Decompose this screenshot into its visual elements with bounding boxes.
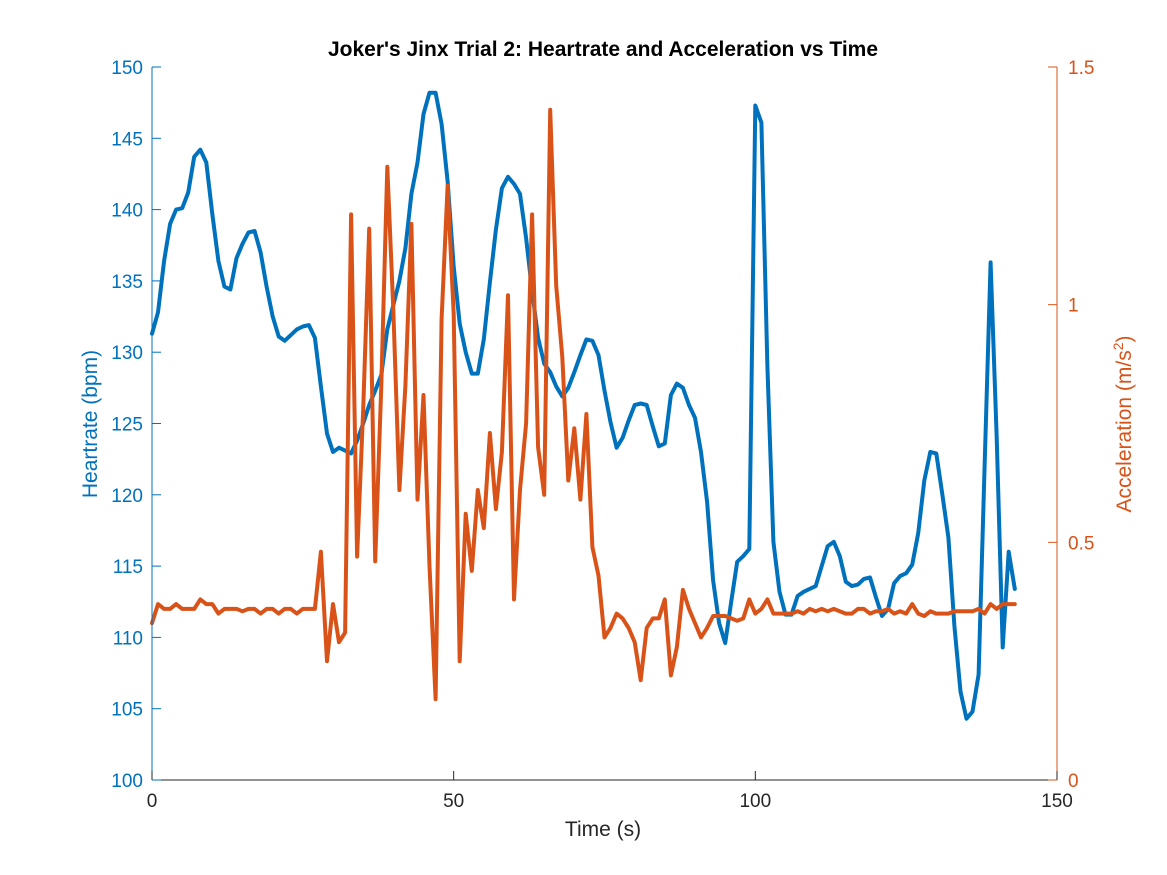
y-left-tick-label: 115 — [113, 557, 143, 578]
y-left-tick-label: 110 — [113, 628, 143, 649]
y-left-tick-label: 120 — [111, 486, 143, 507]
x-tick-label: 50 — [443, 791, 464, 812]
y-left-tick-label: 145 — [111, 129, 143, 150]
y-right-tick-label: 0.5 — [1068, 533, 1094, 554]
acceleration-series-line — [150, 107, 1017, 702]
y-right-tick-label: 1.5 — [1068, 58, 1094, 79]
y-axis-right-label: Acceleration (m/s2) — [1110, 335, 1136, 512]
y-axis-right-label-sup: 2 — [1110, 342, 1126, 350]
axes: 0 50 100 150 100 105 110 115 120 125 130 135 140 145 1… — [111, 58, 1094, 812]
y-right-tick-label: 1 — [1068, 296, 1079, 317]
labels: Joker's Jinx Trial 2: Heartrate and Acce… — [79, 38, 1136, 841]
y-left-tick-label: 150 — [111, 58, 143, 79]
y-right-tick-label: 0 — [1068, 771, 1079, 792]
chart-title: Joker's Jinx Trial 2: Heartrate and Acce… — [328, 38, 878, 61]
y-left-tick-label: 105 — [111, 700, 143, 721]
y-axis-right-label-main: Acceleration (m/s — [1113, 350, 1136, 512]
x-axis-label: Time (s) — [565, 818, 641, 841]
x-tick-label: 100 — [739, 791, 771, 812]
y-axis-left-label: Heartrate (bpm) — [79, 350, 102, 498]
y-left-tick-label: 135 — [111, 272, 143, 293]
y-left-tick-label: 140 — [111, 201, 143, 222]
y-axis-right-label-close: ) — [1113, 335, 1136, 342]
plot-area — [150, 90, 1017, 721]
y-left-tick-label: 100 — [111, 771, 143, 792]
y-left-tick-label: 125 — [111, 415, 143, 436]
y-left-tick-label: 130 — [111, 343, 143, 364]
heartrate-series-line — [150, 90, 1017, 721]
x-tick-label: 0 — [147, 791, 158, 812]
x-tick-label: 150 — [1041, 791, 1073, 812]
